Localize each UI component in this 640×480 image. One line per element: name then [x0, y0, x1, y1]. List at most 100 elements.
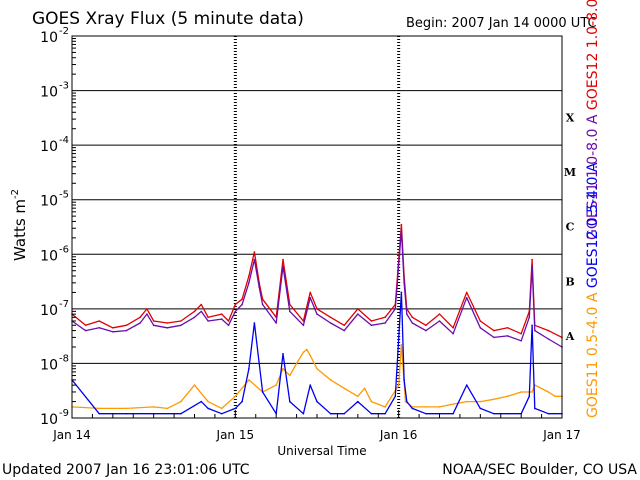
data-point — [343, 329, 346, 332]
data-point — [400, 223, 403, 226]
data-point — [506, 395, 509, 398]
data-point — [98, 412, 100, 415]
data-point — [452, 403, 454, 405]
data-point — [180, 320, 182, 322]
data-point — [152, 320, 155, 322]
data-point — [394, 395, 397, 398]
data-point — [253, 322, 256, 324]
data-point — [316, 313, 318, 315]
data-point — [112, 327, 114, 329]
y-tick-label-0: 10 — [40, 30, 58, 46]
data-point — [302, 412, 305, 415]
flare-class-a: A — [565, 330, 575, 343]
data-point — [241, 298, 243, 301]
data-point — [261, 303, 264, 306]
y-tick-label-5: 10 — [40, 303, 58, 319]
data-point — [403, 379, 405, 381]
data-point — [493, 398, 495, 401]
data-point — [302, 351, 305, 354]
horizontal-grid — [72, 35, 562, 419]
data-point — [425, 324, 427, 327]
data-point — [329, 412, 332, 415]
day-dividers — [233, 36, 401, 418]
data-point — [193, 384, 196, 386]
data-point — [506, 327, 509, 329]
data-point — [282, 265, 284, 268]
data-point — [411, 322, 414, 324]
data-point — [166, 322, 169, 324]
data-point — [248, 275, 250, 277]
series-0 — [71, 223, 563, 339]
x-tick-label-3: Jan 17 — [542, 428, 581, 442]
y-axis-ticks: 10-210-310-410-510-610-710-810-9 — [40, 26, 76, 428]
data-point — [357, 395, 359, 398]
x-tick-label-0: Jan 14 — [52, 428, 91, 442]
data-point — [384, 316, 386, 319]
updated-timestamp: Updated 2007 Jan 16 23:01:06 UTC — [2, 462, 250, 478]
data-point — [547, 338, 550, 340]
data-point — [547, 391, 550, 393]
data-point — [528, 316, 531, 319]
x-axis-ticks: Jan 14 Jan 15 Jan 16 Jan 17 — [52, 410, 581, 442]
y-axis-label: Watts m-2 — [10, 189, 29, 261]
data-point — [411, 316, 414, 319]
data-point — [343, 324, 346, 327]
y-tick-exponent-4: -6 — [59, 244, 69, 255]
y-axis-label-superscript: -2 — [10, 189, 21, 199]
data-point — [146, 308, 148, 310]
flare-class-b: B — [565, 275, 574, 288]
data-point — [465, 296, 468, 299]
data-point — [506, 335, 509, 337]
data-point — [384, 406, 386, 408]
data-point — [282, 258, 284, 261]
data-point — [309, 291, 312, 294]
data-point — [531, 265, 533, 268]
data-point — [220, 318, 223, 320]
y-tick-label-4: 10 — [40, 248, 58, 264]
data-point — [193, 316, 196, 319]
data-point — [248, 282, 250, 284]
data-point — [180, 400, 182, 403]
y-tick-label-7: 10 — [40, 412, 58, 428]
y-tick-exponent-1: -3 — [59, 81, 69, 92]
data-point — [404, 400, 407, 403]
data-point — [520, 391, 522, 393]
data-point — [370, 324, 373, 327]
begin-label: Begin: 2007 Jan 14 0000 UTC — [406, 16, 597, 31]
series-layer — [71, 223, 563, 415]
data-point — [493, 329, 495, 332]
data-point — [152, 406, 155, 408]
data-point — [547, 412, 550, 415]
credit-label: NOAA/SEC Boulder, CO USA — [442, 462, 637, 478]
series-1 — [71, 229, 563, 348]
data-point — [531, 391, 533, 393]
data-point — [465, 400, 468, 403]
data-point — [316, 367, 318, 370]
series-3 — [71, 291, 563, 415]
data-point — [193, 310, 196, 313]
flare-class-x: X — [566, 112, 575, 125]
data-point — [531, 258, 533, 261]
data-point — [295, 362, 298, 365]
data-point — [220, 313, 223, 315]
data-point — [406, 400, 408, 403]
legend-entry-legend-short-0: GOES11 0.5-4.0 A — [585, 292, 601, 418]
data-point — [465, 291, 468, 294]
legend-entry-legend-short-1: GOES12 0.5-4.0 A — [585, 162, 601, 288]
data-point — [289, 374, 291, 377]
data-point — [152, 324, 155, 327]
data-point — [84, 324, 87, 327]
data-point — [241, 303, 243, 306]
data-point — [253, 258, 256, 261]
y-tick-exponent-0: -2 — [59, 26, 69, 37]
data-point — [248, 379, 250, 381]
data-point — [406, 313, 408, 315]
data-point — [139, 316, 141, 319]
data-point — [166, 407, 169, 410]
data-point — [258, 362, 261, 365]
data-point — [329, 316, 332, 319]
data-point — [309, 354, 312, 357]
data-point — [520, 340, 522, 342]
data-point — [227, 324, 230, 327]
